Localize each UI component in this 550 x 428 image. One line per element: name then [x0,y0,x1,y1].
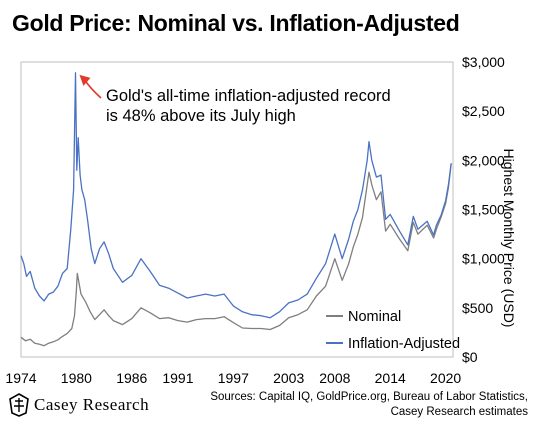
y-axis-title: Highest Monthly Price (USD) [499,128,519,348]
series-line-nominal [20,163,452,347]
x-tick-label: 2008 [319,370,350,386]
sources-note: Sources: Capital IQ, GoldPrice.org, Bure… [210,390,528,420]
logo-text: Casey Research [34,395,150,414]
annotation-arrowhead [79,74,91,86]
x-tick-label: 1986 [116,370,147,386]
y-tick-label: $2,000 [462,152,505,168]
x-tick-label: 1997 [218,370,249,386]
x-tick-label: 2014 [375,370,406,386]
casey-research-logo: Casey Research [8,393,149,417]
logo-emblem-icon [9,393,29,417]
annotation-text-line: Gold's all-time inflation-adjusted recor… [106,87,391,105]
x-tick-label: 1974 [5,370,36,386]
sources-line-1: Sources: Capital IQ, GoldPrice.org, Bure… [210,391,528,403]
sources-line-2: Casey Research estimates [390,406,528,418]
y-tick-label: $2,500 [462,103,505,119]
y-tick-label: $1,000 [462,251,505,267]
x-tick-label: 2020 [430,370,461,386]
y-tick-label: $0 [462,349,478,365]
x-tick-label: 1991 [162,370,193,386]
annotation-text-line: is 48% above its July high [106,107,296,125]
annotation-arrow [84,80,102,99]
legend-label: Inflation-Adjusted [348,336,460,352]
series-line-inflation-adjusted [20,72,452,319]
chart-title: Gold Price: Nominal vs. Inflation-Adjust… [12,10,460,36]
y-tick-label: $1,500 [462,202,505,218]
x-tick-label: 1980 [61,370,92,386]
y-tick-label: $500 [462,300,493,316]
legend-label: Nominal [348,309,401,325]
x-tick-label: 2003 [273,370,304,386]
plot-frame [20,61,454,358]
y-axis-title-text: Highest Monthly Price (USD) [501,148,517,328]
y-tick-label: $3,000 [462,54,505,70]
